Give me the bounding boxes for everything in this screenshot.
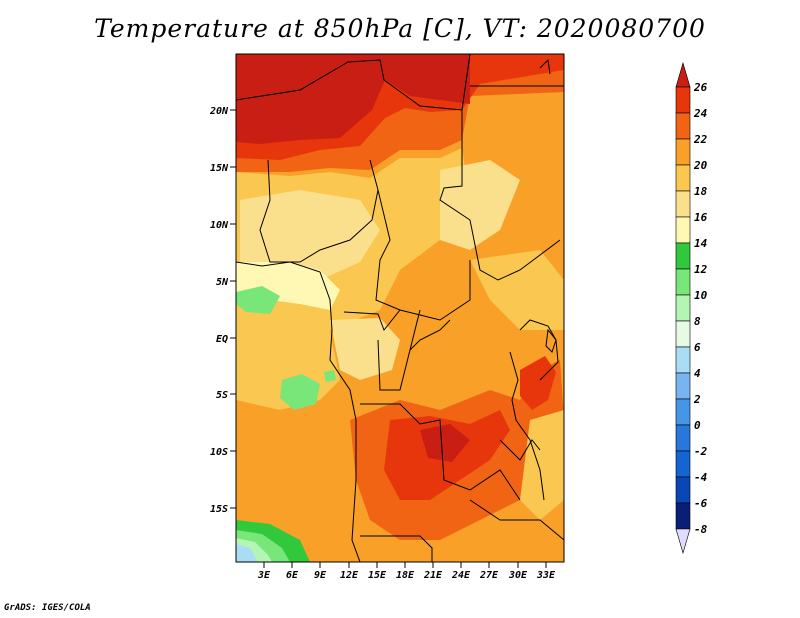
border-sudan: [439, 110, 561, 281]
colorbar-segment: [675, 86, 691, 114]
colorbar-bottom-arrow: [675, 528, 691, 555]
colorbar-label: 0: [694, 419, 701, 432]
lat-label: 15S: [210, 504, 228, 515]
field-sudan-16: [440, 160, 520, 250]
colorbar-label: 6: [694, 341, 701, 354]
border-angola-drc-zambia: [360, 403, 521, 501]
lat-label: 5S: [216, 390, 228, 401]
lon-label: 30E: [508, 570, 528, 581]
border-sahara: [236, 54, 471, 111]
colorbar-segment: [675, 372, 691, 400]
colorbar-label: 20: [693, 159, 708, 172]
field-cool-spot-3: [324, 370, 336, 382]
temperature-field: [236, 54, 564, 562]
colorbar-label: -6: [694, 497, 708, 510]
river-congo: [409, 319, 451, 351]
border-zambia-zimbabwe: [469, 499, 564, 541]
colorbar-segment: [675, 476, 691, 504]
colorbar-label: 16: [694, 211, 708, 224]
field-angola-26: [420, 424, 470, 462]
lat-label: EQ: [216, 334, 228, 345]
colorbar-segment: [675, 294, 691, 322]
field-mozambique-18: [520, 410, 564, 520]
border-lakes: [509, 351, 545, 501]
border-namibia: [360, 535, 433, 562]
field-cool-spot-2: [280, 374, 320, 410]
colorbar-label: 2: [693, 393, 701, 406]
lon-label: 33E: [536, 570, 556, 581]
colorbar-segment: [675, 346, 691, 374]
lat-label: 10N: [210, 220, 229, 231]
field-north-26: [236, 54, 470, 144]
colorbar-label: -8: [694, 523, 708, 536]
lon-label: 15E: [368, 570, 387, 581]
colorbar-segment: [675, 138, 691, 166]
border-congo-north: [343, 309, 401, 331]
colorbar-segment: [675, 190, 691, 218]
colorbar-label: 12: [694, 263, 708, 276]
lon-label: 12E: [340, 570, 359, 581]
colorbar-label: 18: [694, 185, 708, 198]
grads-credit: GrADS: IGES/COLA: [4, 603, 91, 613]
colorbar-segment: [675, 450, 691, 478]
border-niger-nigeria: [259, 159, 379, 263]
colorbar-label: 10: [694, 289, 708, 302]
colorbar-segment: [675, 112, 691, 140]
lon-label: 9E: [314, 570, 327, 581]
field-sw-4: [236, 544, 258, 562]
lat-label: 20N: [209, 106, 229, 117]
colorbar-label: 22: [693, 133, 708, 146]
lon-label: 3E: [257, 570, 271, 581]
colorbar-segment: [675, 268, 691, 296]
plot-frame: [235, 53, 565, 563]
colorbar-label: 4: [694, 367, 701, 380]
border-malawi: [499, 439, 541, 461]
field-east-18: [470, 250, 564, 330]
lat-label: 15N: [210, 163, 229, 174]
colorbar-segment: [675, 424, 691, 452]
lat-label: 5N: [216, 277, 229, 288]
field-congo-16: [330, 318, 400, 380]
colorbar-label: 24: [693, 107, 708, 120]
colorbar-segment: [675, 216, 691, 244]
colorbar-label: -4: [694, 471, 708, 484]
colorbar-segment: [675, 164, 691, 192]
lon-label: 24E: [451, 570, 471, 581]
colorbar-segment: [675, 398, 691, 426]
colorbar-label: 26: [693, 81, 708, 94]
lake-victoria: [545, 328, 557, 353]
country-borders: [236, 54, 564, 562]
lon-label: 27E: [479, 570, 499, 581]
lon-label: 21E: [423, 570, 443, 581]
border-chad-car: [375, 189, 471, 321]
colorbar-label: 14: [694, 237, 708, 250]
lat-label: 10S: [210, 447, 228, 458]
lon-label: 6E: [286, 570, 299, 581]
colorbar-label: 8: [694, 315, 701, 328]
field-lakes-24: [520, 356, 556, 410]
coastline-west: [236, 261, 361, 562]
colorbar-segment: [675, 242, 691, 270]
latitude-axis: 20N 15N 10N 5N EQ 5S 10S 15S: [209, 106, 236, 515]
colorbar-segment: [675, 502, 691, 530]
border-uganda-kenya: [519, 319, 559, 381]
map-title: Temperature at 850hPa [C], VT: 202008070…: [94, 14, 706, 43]
colorbar-label: -2: [694, 445, 708, 458]
field-cool-spot-1: [236, 286, 280, 314]
colorbar-segment: [675, 320, 691, 348]
lon-label: 18E: [396, 570, 415, 581]
border-congo-drc: [377, 309, 421, 391]
colorbar-top-arrow: [675, 61, 691, 88]
coast-northeast: [539, 58, 551, 75]
longitude-axis: 3E 6E 9E 12E 15E 18E 21E 24E 27E 30E 33E: [257, 562, 556, 581]
